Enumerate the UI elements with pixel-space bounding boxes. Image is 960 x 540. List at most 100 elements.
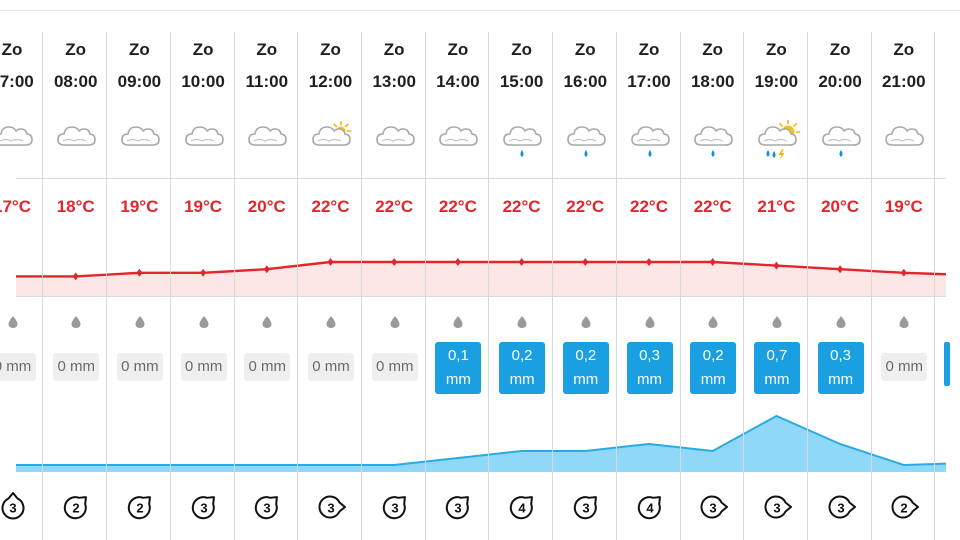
raindrop-icon (708, 316, 718, 328)
hour-column[interactable]: Zo 12:00 22°C 0 mm 3 (299, 32, 362, 540)
hour-column[interactable]: Zo 20:00 20°C 0,3 mm 3 (809, 32, 872, 540)
temperature-value: 19°C (184, 197, 223, 216)
day-label: Zo (256, 40, 278, 59)
hour-column[interactable]: Zo 08:00 18°C 0 mm 2 (44, 32, 108, 540)
precipitation-unit: mm (637, 371, 662, 388)
hour-label: 21:00 (882, 72, 926, 91)
wind-force-label: 3 (9, 501, 16, 516)
wind-direction-icon: 2 (891, 495, 920, 519)
day-label: Zo (702, 40, 724, 59)
hour-column[interactable]: Zo 14:00 22°C 0,1 mm 3 (426, 32, 490, 540)
temperature-point (72, 272, 79, 281)
precipitation-unit: mm (700, 371, 726, 388)
wind-direction-icon: 3 (573, 496, 597, 520)
hour-label: 09:00 (117, 72, 162, 91)
hour-column[interactable]: Zo 15:00 22°C 0,2 mm 4 (490, 32, 554, 540)
wind-direction-icon: 4 (509, 496, 533, 520)
raindrop-icon (199, 316, 209, 328)
precipitation-badge: 0 mm (244, 353, 291, 381)
temperature-point (263, 265, 270, 274)
hour-column[interactable]: Zo 21:00 19°C 0 mm 2 (872, 32, 936, 540)
precipitation-badge: 0 mm (0, 353, 36, 381)
next-rain-badge (944, 342, 950, 386)
hour-label: 07:00 (0, 72, 34, 91)
hour-column[interactable]: Zo 07:00 17°C 0 mm 3 (0, 32, 44, 540)
cloud-icon (0, 126, 33, 146)
precipitation-badge: 0 mm (116, 353, 163, 381)
precipitation-unit: mm (509, 371, 535, 388)
wind-force-label: 3 (200, 501, 207, 516)
hour-label: 16:00 (563, 72, 608, 91)
hour-column[interactable]: Zo 10:00 19°C 0 mm 3 (172, 32, 235, 540)
precipitation-graph (16, 414, 947, 472)
wind-force-label: 3 (327, 501, 334, 516)
wind-force-label: 2 (73, 501, 80, 516)
temperature-point (518, 258, 525, 266)
raindrop-icon (517, 316, 527, 328)
temperature-point (327, 258, 334, 266)
hour-column[interactable]: Zo 17:00 22°C 0,3 mm 4 (618, 32, 681, 540)
thunder-sun-icon (758, 119, 801, 160)
precipitation-line (16, 414, 947, 467)
day-label: Zo (766, 40, 787, 59)
wind-direction-icon: 3 (318, 495, 346, 519)
hour-column[interactable]: Zo 16:00 22°C 0,2 mm 3 (554, 32, 617, 540)
raindrop-icon (453, 316, 463, 328)
temperature-point (837, 265, 844, 274)
day-label: Zo (383, 40, 405, 59)
hour-column[interactable]: Zo 11:00 20°C 0 mm 3 (235, 32, 299, 540)
precipitation-amount: 0,3 (830, 347, 852, 364)
hour-label: 08:00 (53, 72, 98, 91)
wind-force-label: 4 (646, 501, 654, 516)
temperature-value: 18°C (56, 197, 95, 216)
temperature-point (709, 258, 716, 266)
precipitation-badge: 0,2 mm (562, 342, 609, 394)
raindrop-icon (7, 316, 18, 328)
day-label: Zo (893, 40, 915, 59)
precipitation-unit: mm (573, 371, 599, 388)
precipitation-area (16, 416, 946, 472)
precipitation-amount: 0,7 (766, 347, 788, 364)
raindrop-icon (772, 316, 782, 328)
day-label: Zo (129, 40, 150, 59)
hour-label: 20:00 (818, 72, 862, 91)
wind-direction-icon: 3 (446, 496, 470, 520)
hour-label: 15:00 (499, 72, 544, 91)
raindrop-icon (581, 316, 591, 328)
hour-column[interactable]: Zo 18:00 22°C 0,2 mm 3 (681, 32, 745, 540)
cloud-icon (184, 126, 224, 146)
precipitation-badge: 0 mm (53, 353, 100, 381)
raindrop-icon (262, 316, 272, 328)
hour-label: 10:00 (181, 72, 225, 91)
precipitation-unit: mm (828, 371, 854, 388)
day-label: Zo (447, 40, 469, 59)
wind-force-label: 4 (518, 501, 526, 516)
hour-column[interactable]: Zo 19:00 21°C 0,7 mm 3 (745, 32, 808, 540)
wind-direction-icon: 3 (191, 496, 215, 520)
wind-force-label: 2 (901, 501, 908, 516)
temperature-point (200, 268, 207, 277)
day-label: Zo (829, 40, 851, 59)
temperature-line (16, 260, 947, 278)
temperature-value: 22°C (438, 197, 477, 216)
precipitation-badge: 0 mm (371, 353, 418, 381)
temperature-value: 22°C (502, 197, 541, 216)
raindrop-icon (836, 316, 846, 328)
day-label: Zo (574, 40, 596, 59)
precipitation-badge: 0 mm (180, 353, 227, 381)
wind-force-label: 3 (264, 501, 271, 516)
temperature-point (646, 258, 652, 266)
precipitation-unit: mm (445, 371, 471, 388)
hour-column[interactable]: Zo 09:00 19°C 0 mm 2 (108, 32, 171, 540)
wind-direction-icon: 3 (700, 495, 729, 519)
temperature-graph (16, 258, 947, 296)
wind-force-label: 3 (773, 501, 780, 516)
precipitation-badge: 0,3 mm (626, 342, 673, 394)
raindrop-icon (644, 316, 655, 328)
hour-label: 14:00 (436, 72, 480, 91)
cloud-icon (885, 126, 925, 146)
temperature-point (391, 258, 398, 266)
hour-column[interactable]: Zo 13:00 22°C 0 mm 3 (363, 32, 426, 540)
temperature-value: 22°C (693, 197, 732, 216)
